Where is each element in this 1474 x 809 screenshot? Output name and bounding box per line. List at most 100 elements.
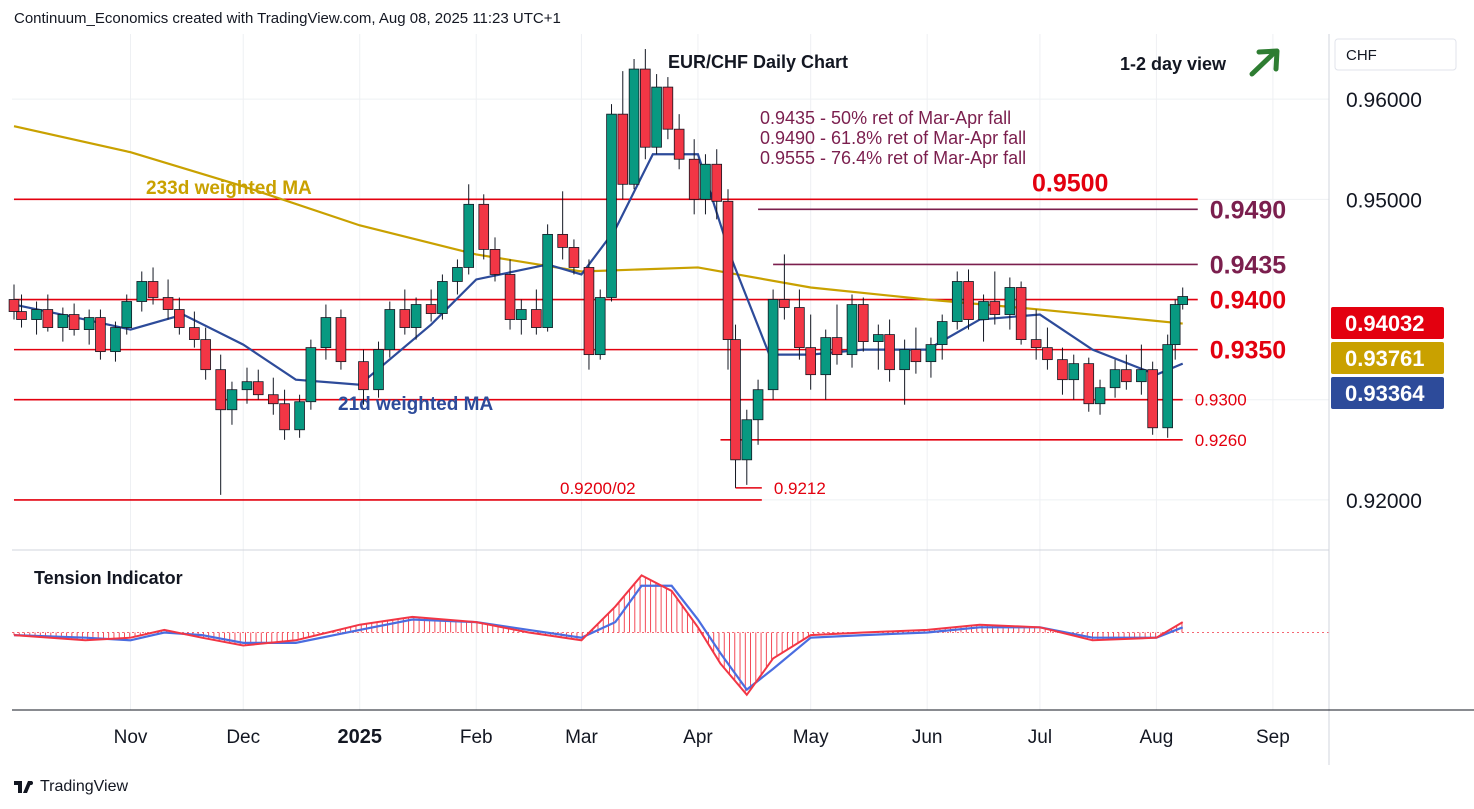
candle-body	[1169, 304, 1181, 346]
candle	[978, 294, 989, 342]
candle-body	[95, 317, 106, 353]
view-label: 1-2 day view	[1120, 54, 1227, 74]
candle	[294, 394, 305, 438]
candle	[925, 337, 937, 378]
candle-body	[463, 203, 475, 268]
candle	[1169, 299, 1181, 360]
fib-annotation: 0.9490 - 61.8% ret of Mar-Apr fall	[760, 128, 1026, 148]
candle	[531, 289, 542, 335]
candle-body	[1121, 369, 1132, 383]
candle-body	[1015, 287, 1027, 340]
candle-body	[978, 301, 989, 320]
x-tick-label: Nov	[114, 727, 148, 748]
candle	[873, 324, 884, 370]
candle	[399, 289, 411, 335]
level-label: 0.9350	[1210, 337, 1286, 365]
candle-body	[805, 347, 816, 376]
candle-body	[688, 158, 700, 200]
price-badge: 0.93364	[1331, 377, 1444, 409]
candle	[805, 314, 816, 390]
candle-body	[1177, 296, 1189, 305]
price-badge-bg	[1331, 377, 1444, 409]
candle	[489, 237, 501, 282]
candle	[478, 194, 490, 260]
level-label: 0.9300	[1195, 391, 1247, 410]
candle	[779, 254, 790, 320]
candle-body	[305, 347, 317, 403]
candle	[1030, 309, 1042, 360]
candle-body	[294, 401, 305, 431]
ma-line-21	[13, 153, 1184, 386]
x-tick-label: Mar	[565, 727, 598, 748]
candle-body	[358, 361, 369, 391]
price-badge-bg	[1331, 342, 1444, 374]
candle-body	[504, 274, 516, 320]
candle-body	[437, 281, 448, 314]
candle-body	[662, 86, 674, 130]
candle-body	[779, 299, 790, 308]
candle	[68, 303, 80, 336]
level-label: 0.9500	[1032, 169, 1108, 197]
candle-body	[936, 321, 948, 346]
candle	[305, 339, 317, 410]
candle	[711, 149, 723, 220]
candle	[226, 381, 238, 425]
candle-body	[320, 317, 332, 349]
ma21-label: 21d weighted MA	[338, 394, 493, 415]
candle-body	[1147, 369, 1158, 429]
brand-text: TradingView	[40, 778, 129, 795]
candle-body	[8, 299, 20, 312]
candle	[1121, 354, 1132, 390]
candle-body	[542, 233, 553, 328]
candle	[320, 304, 332, 360]
x-tick-label: 2025	[337, 726, 382, 748]
candle-body	[651, 86, 662, 148]
candle-body	[700, 163, 711, 200]
candle-body	[820, 337, 832, 376]
candle	[252, 369, 264, 400]
candle-body	[162, 297, 174, 310]
candle-body	[1083, 363, 1095, 405]
candle	[640, 49, 651, 160]
candle-body	[226, 389, 238, 411]
candle-body	[925, 344, 937, 363]
currency-label: CHF	[1346, 47, 1377, 64]
candle	[1147, 361, 1158, 435]
candle-body	[452, 267, 463, 282]
candle	[568, 239, 580, 275]
candle-body	[279, 403, 290, 431]
indicator-title: Tension Indicator	[34, 568, 183, 588]
candle	[752, 379, 764, 445]
overlay-layer: EUR/CHF Daily Chart 1-2 day view 0.9435 - …	[668, 48, 1280, 168]
tradingview-brand[interactable]: TradingView	[14, 778, 128, 796]
candle	[730, 324, 741, 488]
candle	[606, 104, 617, 302]
candle	[1068, 354, 1080, 400]
candle	[936, 314, 948, 360]
candle	[673, 114, 685, 170]
price-badge-label: 0.93761	[1345, 346, 1425, 371]
axes-layer: Nov Dec 2025 Feb Mar Apr May Jun Jul Aug Sep 0.9600…	[12, 34, 1474, 765]
price-badge-bg	[1331, 307, 1444, 339]
candle-body	[1162, 344, 1173, 429]
candle	[651, 74, 662, 155]
candle	[358, 349, 369, 405]
x-tick-label: Aug	[1140, 727, 1174, 748]
candle	[215, 354, 226, 495]
candle	[162, 279, 174, 320]
candle	[410, 297, 422, 340]
candle	[268, 377, 279, 415]
candle	[425, 289, 437, 322]
candle	[963, 269, 974, 330]
candle-body	[399, 309, 411, 328]
candle-body	[1109, 369, 1121, 389]
candle	[42, 294, 54, 332]
candle	[1094, 379, 1106, 415]
candle-body	[722, 200, 734, 340]
candle-body	[1068, 363, 1080, 381]
candle-body	[606, 113, 617, 298]
candle	[1042, 327, 1053, 370]
candle	[384, 301, 396, 358]
candle	[594, 289, 606, 360]
